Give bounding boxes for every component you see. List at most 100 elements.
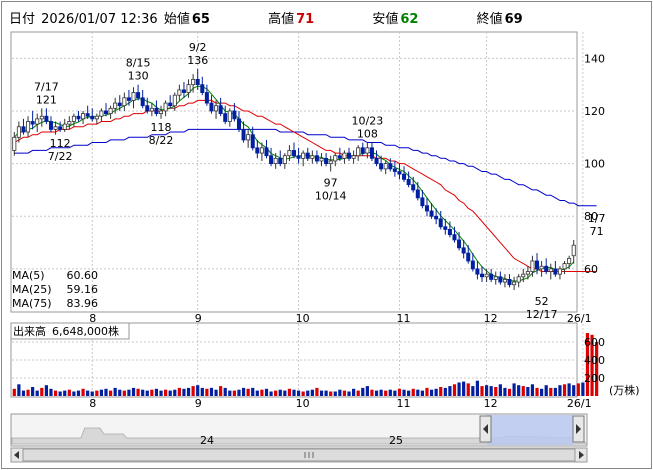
candle-body [163, 102, 168, 112]
volume-bar [150, 389, 154, 396]
candle-body [200, 84, 205, 93]
volume-label: 出来高 6,648,000株 [13, 324, 119, 338]
ma-legend: MA(5) 60.60 MA(25) 59.16 MA(75) 83.96 [12, 269, 98, 310]
volume-bar [269, 391, 273, 396]
annotation-value: 130 [128, 70, 149, 83]
candle-body [136, 92, 141, 99]
candle-body [521, 273, 526, 278]
volume-bar [154, 388, 159, 396]
candle-body [191, 78, 196, 86]
volume-bar [562, 384, 567, 396]
volume-x-tick-label: 11 [396, 397, 410, 410]
volume-x-tick-label: 10 [296, 397, 310, 410]
candle-body [26, 121, 31, 133]
legend-value: 60.60 [67, 269, 99, 282]
volume-bar [384, 390, 388, 396]
candle-body [177, 89, 182, 96]
volume-bar [526, 387, 530, 396]
volume-bar [411, 388, 415, 396]
volume-bar [544, 385, 548, 396]
candle-body [424, 205, 429, 212]
volume-bar [374, 390, 379, 396]
volume-bar [168, 390, 172, 396]
volume-bar [264, 388, 269, 396]
navigator-right-handle[interactable] [572, 415, 585, 443]
volume-bar [379, 389, 383, 396]
candle-body [140, 97, 145, 107]
candle-body [314, 155, 319, 162]
volume-bar [191, 386, 195, 396]
volume-bar [86, 390, 90, 396]
volume-bar [572, 385, 576, 396]
date-label: 日付 [9, 12, 36, 27]
annotation-value: 97 [324, 177, 338, 190]
volume-bar [567, 383, 571, 396]
volume-bar [517, 385, 521, 396]
candle-body [438, 218, 443, 228]
candle-body [76, 115, 81, 120]
annotation-date: 1/7 [588, 212, 606, 225]
candle-body [214, 105, 219, 112]
candle-body [411, 184, 416, 191]
volume-bar [590, 334, 594, 396]
volume-bar [21, 390, 26, 396]
candle-body [452, 234, 457, 241]
candle-body [250, 134, 255, 149]
volume-bar [324, 390, 328, 396]
candle-body [388, 163, 393, 170]
price-y-tick-label: 80 [584, 210, 598, 223]
candle-body [525, 271, 530, 275]
volume-bar [118, 389, 122, 396]
volume-bar [292, 389, 296, 396]
volume-bar [540, 388, 544, 396]
annotation-date: 10/14 [315, 190, 347, 203]
scroll-right-button[interactable] [574, 447, 588, 463]
volume-bar [310, 389, 314, 396]
volume-bar [296, 390, 301, 396]
scrollbar-thumb[interactable] [22, 448, 576, 462]
volume-bar [251, 387, 255, 396]
candle-body [264, 147, 269, 157]
candle-body [44, 115, 49, 122]
volume-bar [219, 386, 223, 396]
volume-x-axis: 8 9 10 11 12 26/1 [89, 397, 591, 410]
volume-bar [232, 390, 236, 396]
candle-body [337, 155, 342, 159]
candle-body [255, 147, 260, 154]
annotation-date: 12/17 [526, 308, 558, 321]
candle-body [383, 163, 388, 170]
high-label: 高値 [268, 12, 295, 27]
volume-bar [407, 390, 411, 396]
volume-bar [388, 389, 392, 396]
price-x-tick-label: 11 [396, 312, 410, 325]
scroll-left-button[interactable] [10, 447, 24, 463]
volume-bar [113, 387, 117, 396]
candle-body [457, 239, 462, 249]
volume-bar [53, 390, 58, 396]
volume-y-tick-label: 200 [584, 372, 605, 385]
price-y-tick-label: 140 [584, 52, 605, 65]
legend-value: 83.96 [67, 297, 99, 310]
candle-body [159, 110, 164, 114]
volume-bar [141, 389, 145, 396]
volume-bar [173, 389, 177, 396]
volume-bar [241, 387, 246, 396]
price-x-tick-label: 26/1 [567, 312, 592, 325]
low-value: 62 [400, 12, 419, 27]
annotation-date: 10/23 [352, 115, 384, 128]
open-value: 65 [191, 12, 210, 27]
volume-bar [35, 390, 39, 396]
candle-body [397, 171, 402, 175]
volume-bar [306, 390, 310, 396]
volume-bar [503, 387, 507, 396]
candle-body [90, 115, 95, 120]
candle-body [351, 155, 356, 159]
navigator-left-handle[interactable] [479, 415, 492, 443]
navigator-selection[interactable] [487, 415, 573, 445]
volume-y-tick-label: 400 [584, 354, 605, 367]
volume-bar [558, 385, 562, 396]
candle-body [172, 94, 177, 107]
candle-body [232, 110, 237, 120]
volume-bar [581, 382, 585, 396]
candle-body [539, 265, 544, 270]
